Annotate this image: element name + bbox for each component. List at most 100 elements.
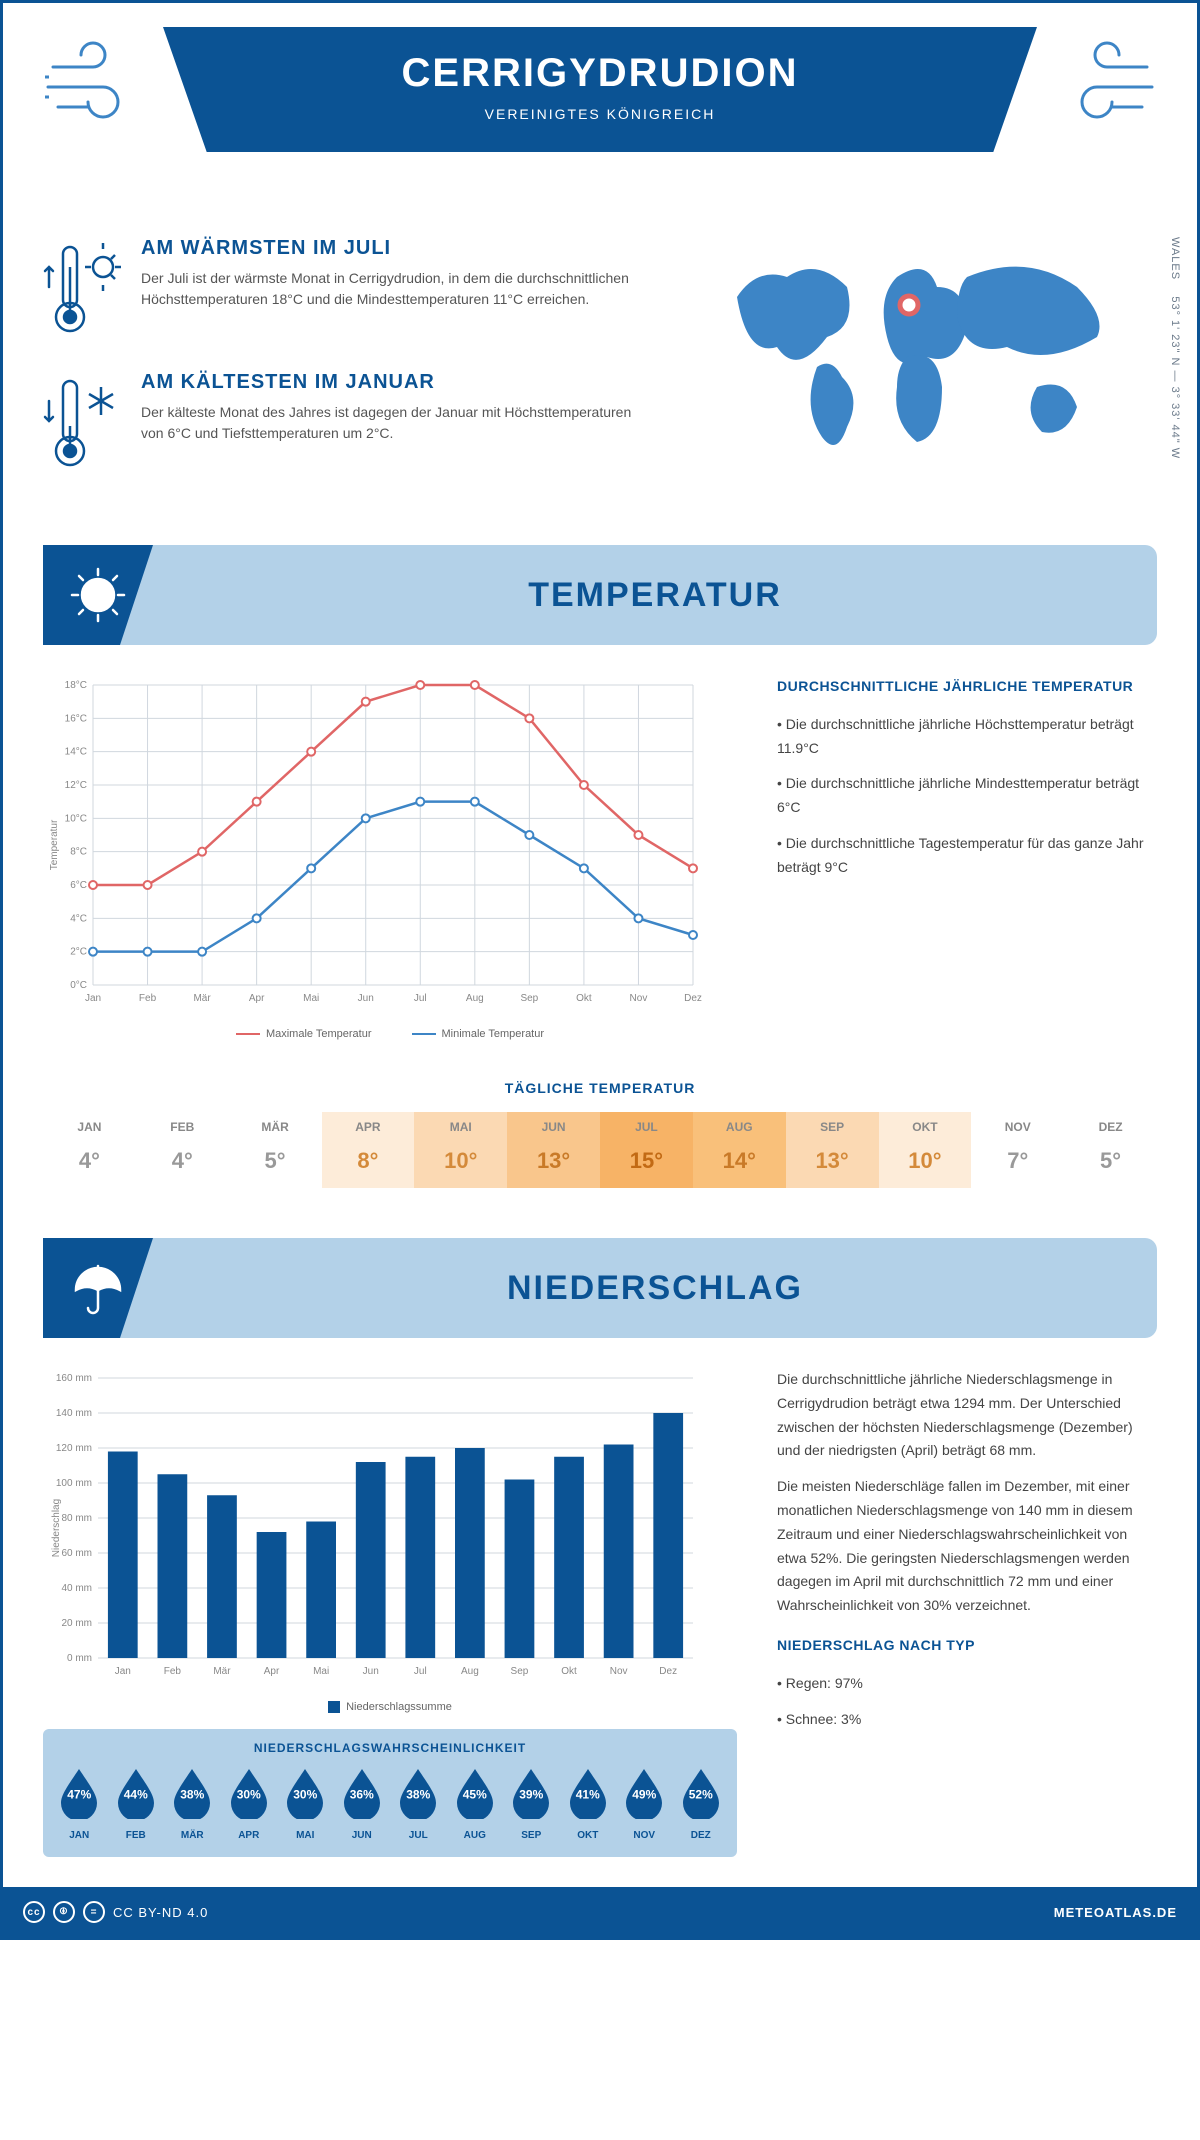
- svg-text:Nov: Nov: [610, 1666, 628, 1677]
- svg-text:140 mm: 140 mm: [56, 1408, 92, 1419]
- svg-text:160 mm: 160 mm: [56, 1373, 92, 1384]
- svg-text:40 mm: 40 mm: [61, 1583, 92, 1594]
- svg-text:8°C: 8°C: [70, 847, 87, 858]
- svg-text:Jan: Jan: [85, 993, 101, 1004]
- probability-drop: 44% FEB: [110, 1767, 163, 1841]
- svg-text:Jun: Jun: [363, 1666, 379, 1677]
- daily-temp-title: TÄGLICHE TEMPERATUR: [43, 1080, 1157, 1096]
- thermometer-snow-icon: [43, 371, 123, 481]
- header: CERRIGYDRUDION VEREINIGTES KÖNIGREICH: [43, 27, 1157, 207]
- section-header-temperature: TEMPERATUR: [43, 545, 1157, 645]
- probability-drop: 41% OKT: [562, 1767, 615, 1841]
- coordinates: WALES 53° 1' 23" N — 3° 33' 44" W: [1169, 237, 1181, 459]
- precipitation-bar-chart: 0 mm 20 mm 40 mm 60 mm 80 mm 100 mm 120 mm 140 …: [43, 1368, 737, 1713]
- world-map: WALES 53° 1' 23" N — 3° 33' 44" W: [697, 237, 1157, 505]
- svg-text:Sep: Sep: [511, 1666, 529, 1677]
- svg-text:120 mm: 120 mm: [56, 1443, 92, 1454]
- temperature-summary: DURCHSCHNITTLICHE JÄHRLICHE TEMPERATUR •…: [777, 675, 1157, 1040]
- fact-coldest: AM KÄLTESTEN IM JANUAR Der kälteste Mona…: [43, 371, 657, 481]
- svg-text:Temperatur: Temperatur: [49, 819, 60, 870]
- svg-text:20 mm: 20 mm: [61, 1618, 92, 1629]
- svg-text:10°C: 10°C: [65, 813, 87, 824]
- daily-cell: NOV7°: [971, 1112, 1064, 1188]
- probability-drop: 47% JAN: [53, 1767, 106, 1841]
- fact-title: AM KÄLTESTEN IM JANUAR: [141, 371, 657, 394]
- svg-text:Nov: Nov: [630, 993, 648, 1004]
- svg-text:Jun: Jun: [358, 993, 374, 1004]
- wind-icon: [43, 37, 143, 132]
- svg-text:0 mm: 0 mm: [67, 1653, 92, 1664]
- title-banner: CERRIGYDRUDION VEREINIGTES KÖNIGREICH: [163, 27, 1037, 152]
- fact-title: AM WÄRMSTEN IM JULI: [141, 237, 657, 260]
- section-title: TEMPERATUR: [153, 576, 1157, 615]
- section-title: NIEDERSCHLAG: [153, 1269, 1157, 1308]
- probability-drop: 38% JUL: [392, 1767, 445, 1841]
- daily-cell: MAI10°: [414, 1112, 507, 1188]
- temperature-line-chart: 0°C 2°C 4°C 6°C 8°C 10°C 12°C 14°C 16°C 18°C Jan Fe…: [43, 675, 737, 1040]
- svg-text:0°C: 0°C: [70, 980, 87, 991]
- svg-text:6°C: 6°C: [70, 880, 87, 891]
- daily-cell: MÄR5°: [229, 1112, 322, 1188]
- page-subtitle: VEREINIGTES KÖNIGREICH: [223, 106, 977, 122]
- chart-legend: Maximale Temperatur Minimale Temperatur: [43, 1028, 737, 1040]
- svg-text:Dez: Dez: [684, 993, 702, 1004]
- precipitation-summary: Die durchschnittliche jährliche Niedersc…: [777, 1368, 1157, 1857]
- svg-text:Okt: Okt: [561, 1666, 577, 1677]
- svg-text:Jul: Jul: [414, 1666, 427, 1677]
- svg-text:Dez: Dez: [659, 1666, 677, 1677]
- precipitation-probability: NIEDERSCHLAGSWAHRSCHEINLICHKEIT 47% JAN …: [43, 1729, 737, 1857]
- by-icon: 🅯: [53, 1901, 75, 1923]
- svg-text:18°C: 18°C: [65, 680, 87, 691]
- probability-drop: 30% MAI: [279, 1767, 332, 1841]
- cc-icon: cc: [23, 1901, 45, 1923]
- svg-text:Okt: Okt: [576, 993, 592, 1004]
- svg-text:4°C: 4°C: [70, 913, 87, 924]
- site-name: METEOATLAS.DE: [1054, 1905, 1177, 1920]
- probability-drop: 39% SEP: [505, 1767, 558, 1841]
- svg-text:80 mm: 80 mm: [61, 1513, 92, 1524]
- daily-cell: FEB4°: [136, 1112, 229, 1188]
- svg-text:100 mm: 100 mm: [56, 1478, 92, 1489]
- svg-text:Niederschlag: Niederschlag: [51, 1499, 62, 1557]
- wind-icon: [1057, 37, 1157, 132]
- svg-text:16°C: 16°C: [65, 713, 87, 724]
- svg-text:Apr: Apr: [264, 1666, 280, 1677]
- svg-text:Apr: Apr: [249, 993, 265, 1004]
- svg-text:Aug: Aug: [466, 993, 484, 1004]
- license: cc 🅯 = CC BY-ND 4.0: [23, 1901, 208, 1923]
- svg-text:2°C: 2°C: [70, 947, 87, 958]
- footer: cc 🅯 = CC BY-ND 4.0 METEOATLAS.DE: [3, 1887, 1197, 1937]
- svg-text:Jan: Jan: [115, 1666, 131, 1677]
- svg-text:Feb: Feb: [164, 1666, 182, 1677]
- chart-legend: Niederschlagssumme: [43, 1701, 737, 1713]
- svg-text:Feb: Feb: [139, 993, 157, 1004]
- nd-icon: =: [83, 1901, 105, 1923]
- svg-text:Mai: Mai: [313, 1666, 329, 1677]
- fact-warmest: AM WÄRMSTEN IM JULI Der Juli ist der wär…: [43, 237, 657, 347]
- probability-drop: 36% JUN: [336, 1767, 389, 1841]
- svg-text:14°C: 14°C: [65, 747, 87, 758]
- svg-text:Sep: Sep: [520, 993, 538, 1004]
- probability-drop: 52% DEZ: [675, 1767, 728, 1841]
- daily-temp-grid: JAN4° FEB4° MÄR5° APR8° MAI10° JUN13° JU…: [43, 1112, 1157, 1188]
- thermometer-sun-icon: [43, 237, 123, 347]
- daily-cell: JAN4°: [43, 1112, 136, 1188]
- daily-cell: DEZ5°: [1064, 1112, 1157, 1188]
- daily-cell: JUN13°: [507, 1112, 600, 1188]
- daily-cell: JUL15°: [600, 1112, 693, 1188]
- daily-cell: APR8°: [322, 1112, 415, 1188]
- sun-icon: [68, 565, 128, 625]
- svg-text:Aug: Aug: [461, 1666, 479, 1677]
- svg-text:60 mm: 60 mm: [61, 1548, 92, 1559]
- fact-text: Der Juli ist der wärmste Monat in Cerrig…: [141, 268, 657, 310]
- page-title: CERRIGYDRUDION: [223, 51, 977, 96]
- probability-drop: 30% APR: [223, 1767, 276, 1841]
- daily-cell: SEP13°: [786, 1112, 879, 1188]
- svg-text:12°C: 12°C: [65, 780, 87, 791]
- section-header-precipitation: NIEDERSCHLAG: [43, 1238, 1157, 1338]
- probability-drop: 45% AUG: [449, 1767, 502, 1841]
- svg-text:Mai: Mai: [303, 993, 319, 1004]
- svg-text:Mär: Mär: [193, 993, 211, 1004]
- daily-cell: AUG14°: [693, 1112, 786, 1188]
- daily-cell: OKT10°: [879, 1112, 972, 1188]
